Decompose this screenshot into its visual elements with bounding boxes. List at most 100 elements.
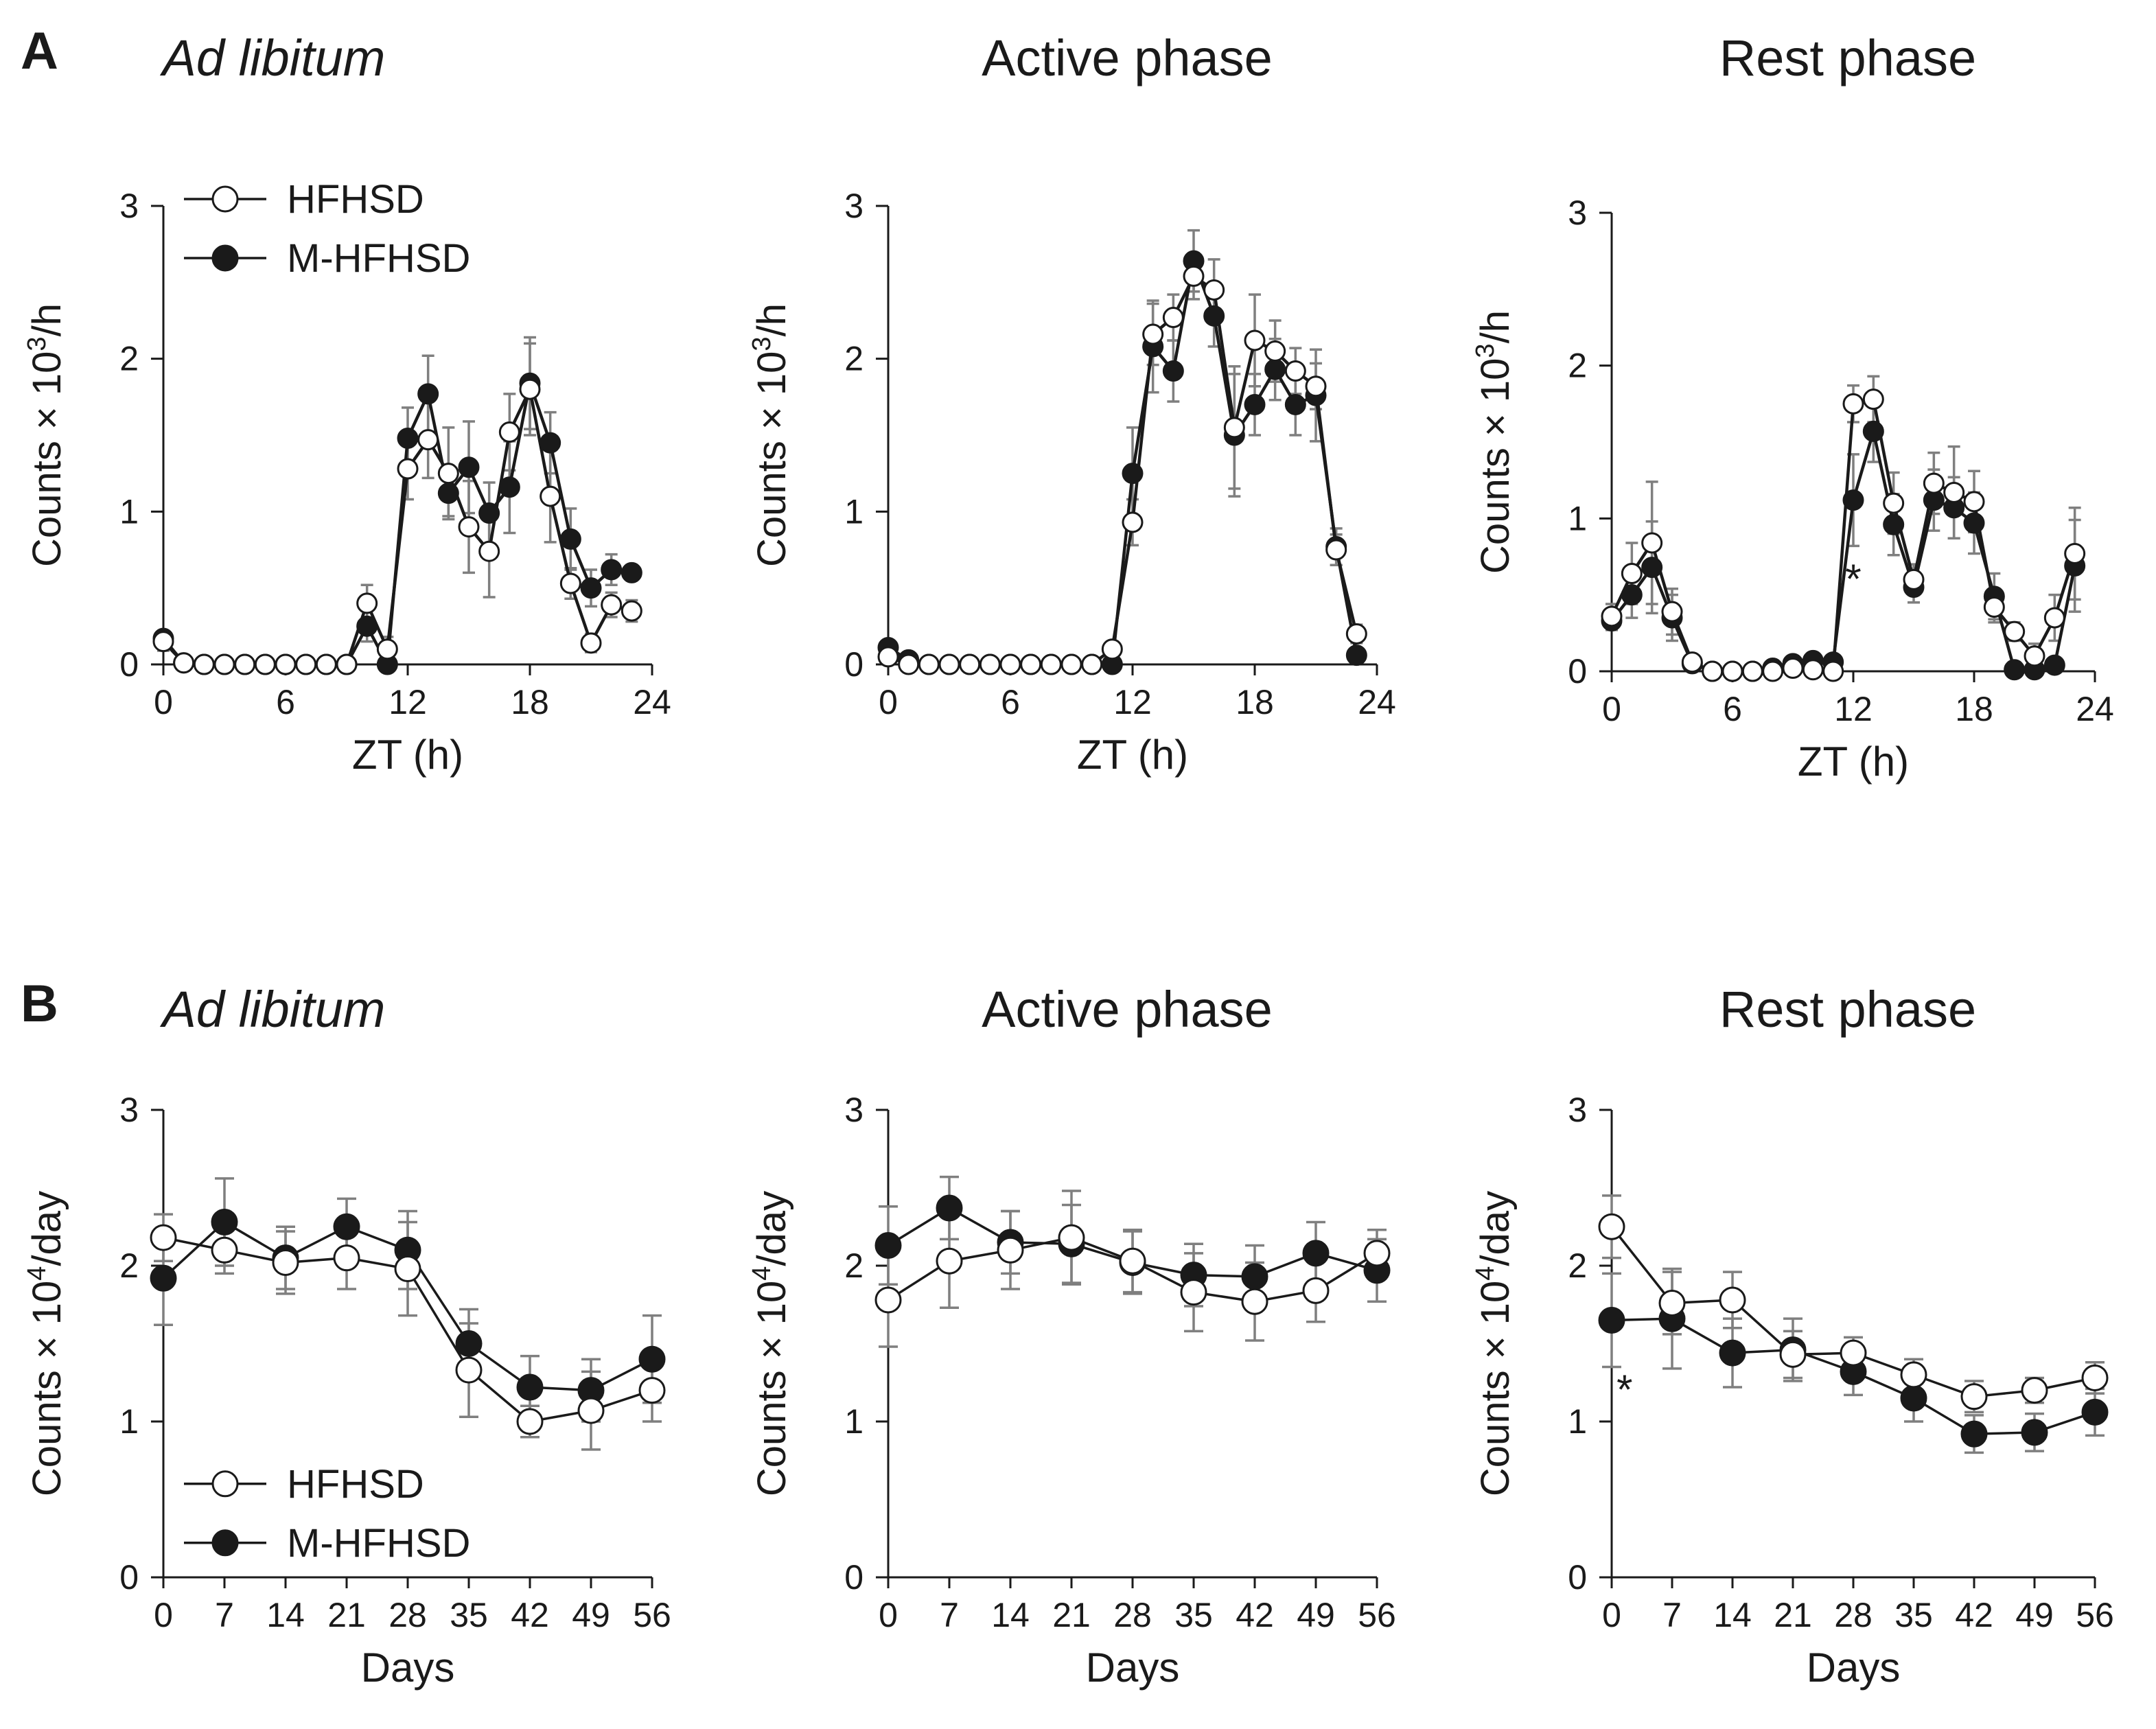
x-tick-label-b-active: 28 — [1113, 1596, 1152, 1634]
point-hfhsd-b-adlib — [150, 1224, 177, 1251]
y-tick-label-b-active: 0 — [844, 1558, 863, 1597]
point-hfhsd-b-rest — [1900, 1361, 1927, 1389]
point-hfhsd-a-adlib — [580, 632, 602, 654]
y-axis-label-b-rest: Counts × 104/day — [1471, 1191, 1518, 1496]
point-hfhsd-a-adlib — [254, 653, 276, 675]
y-tick-label-b-adlib: 1 — [119, 1402, 139, 1441]
point-hfhsd-b-rest — [1658, 1289, 1686, 1316]
point-hfhsd-a-rest — [1702, 660, 1724, 682]
point-hfhsd-a-active — [1101, 638, 1123, 660]
point-hfhsd-a-adlib — [275, 653, 297, 675]
point-hfhsd-a-adlib — [540, 485, 561, 507]
x-tick-label-b-rest: 35 — [1894, 1596, 1933, 1634]
x-tick-label-b-active: 21 — [1052, 1596, 1091, 1634]
point-hfhsd-a-active — [1244, 329, 1266, 351]
point-hfhsd-a-active — [877, 646, 899, 668]
point-m-hfhsd-a-adlib — [458, 456, 480, 478]
x-tick-label-b-rest: 56 — [2076, 1596, 2114, 1634]
x-tick-label-b-active: 0 — [879, 1596, 898, 1634]
y-tick-label-b-rest: 0 — [1568, 1558, 1587, 1597]
chart-title-b-rest: Rest phase — [1719, 981, 1976, 1038]
point-hfhsd-a-rest — [1741, 660, 1763, 682]
point-m-hfhsd-a-adlib — [356, 615, 378, 637]
x-tick-label-a-rest: 24 — [2076, 690, 2114, 728]
x-tick-label-b-active: 42 — [1236, 1596, 1274, 1634]
x-tick-label-b-rest: 7 — [1662, 1596, 1682, 1634]
point-m-hfhsd-a-rest — [1883, 513, 1905, 535]
point-m-hfhsd-a-active — [1345, 645, 1367, 666]
point-hfhsd-a-adlib — [234, 653, 256, 675]
point-m-hfhsd-a-rest — [1963, 512, 1985, 534]
point-m-hfhsd-b-rest — [2081, 1398, 2109, 1426]
point-hfhsd-a-rest — [2064, 543, 2086, 565]
x-tick-label-b-adlib: 7 — [215, 1596, 234, 1634]
y-tick-label-b-adlib: 0 — [119, 1558, 139, 1597]
x-tick-label-b-adlib: 35 — [450, 1596, 488, 1634]
point-hfhsd-a-rest — [1883, 492, 1905, 514]
point-hfhsd-b-rest — [1719, 1286, 1746, 1314]
point-m-hfhsd-a-rest — [2004, 659, 2026, 681]
x-tick-label-b-adlib: 42 — [511, 1596, 549, 1634]
legend-label-b-adlib: M-HFHSD — [287, 1521, 470, 1566]
y-tick-label-a-adlib: 1 — [119, 492, 139, 531]
point-hfhsd-a-rest — [1661, 601, 1683, 623]
point-m-hfhsd-b-active — [1302, 1240, 1330, 1267]
point-hfhsd-a-active — [1264, 340, 1286, 362]
point-hfhsd-b-adlib — [455, 1356, 483, 1384]
legend-label-b-adlib: HFHSD — [287, 1462, 424, 1507]
y-tick-label-b-active: 2 — [844, 1246, 863, 1285]
point-hfhsd-a-rest — [2043, 607, 2065, 629]
point-hfhsd-a-active — [1305, 375, 1327, 397]
series-line-hfhsd-a-adlib — [162, 387, 632, 666]
chart-title-a-active: Active phase — [982, 30, 1273, 86]
point-hfhsd-a-active — [1325, 539, 1347, 561]
point-m-hfhsd-a-rest — [2043, 654, 2065, 676]
point-hfhsd-b-adlib — [333, 1244, 360, 1272]
x-tick-label-a-rest: 0 — [1602, 690, 1621, 728]
point-hfhsd-b-active — [1241, 1288, 1268, 1315]
point-m-hfhsd-b-adlib — [455, 1330, 483, 1357]
point-m-hfhsd-a-adlib — [437, 483, 459, 504]
x-tick-label-a-active: 0 — [879, 683, 898, 721]
point-hfhsd-a-adlib — [397, 458, 419, 480]
point-hfhsd-b-rest — [1598, 1213, 1625, 1240]
legend-marker-b-adlib — [211, 1529, 239, 1557]
point-hfhsd-a-rest — [1802, 659, 1824, 681]
legend-marker-b-adlib — [211, 1470, 239, 1498]
x-tick-label-a-active: 12 — [1113, 683, 1152, 721]
x-tick-label-b-rest: 14 — [1713, 1596, 1752, 1634]
point-hfhsd-a-adlib — [173, 652, 195, 674]
series-line-m-hfhsd-a-active — [887, 259, 1358, 666]
point-m-hfhsd-b-adlib — [333, 1213, 360, 1240]
point-m-hfhsd-b-active — [874, 1231, 902, 1259]
y-tick-label-a-adlib: 0 — [119, 645, 139, 684]
point-hfhsd-a-active — [1345, 623, 1367, 645]
point-m-hfhsd-b-active — [1241, 1263, 1268, 1290]
point-hfhsd-a-active — [938, 653, 960, 675]
chart-title-a-rest: Rest phase — [1719, 30, 1976, 86]
point-hfhsd-a-adlib — [621, 600, 642, 622]
y-tick-label-b-active: 3 — [844, 1091, 863, 1129]
x-tick-label-a-adlib: 24 — [633, 683, 671, 721]
point-m-hfhsd-b-adlib — [516, 1373, 544, 1401]
point-hfhsd-a-adlib — [437, 463, 459, 485]
x-tick-label-a-rest: 12 — [1834, 690, 1873, 728]
panel-label-b: B — [21, 975, 58, 1033]
point-m-hfhsd-b-rest — [1960, 1420, 1988, 1448]
point-m-hfhsd-a-adlib — [498, 476, 520, 498]
point-m-hfhsd-a-adlib — [397, 427, 419, 449]
x-tick-label-a-adlib: 6 — [276, 683, 295, 721]
point-m-hfhsd-a-adlib — [478, 502, 500, 524]
y-tick-label-a-rest: 3 — [1568, 194, 1587, 232]
point-hfhsd-a-active — [1162, 307, 1184, 329]
point-hfhsd-a-adlib — [559, 572, 581, 594]
point-hfhsd-a-adlib — [193, 653, 215, 675]
x-axis-label-b-adlib: Days — [361, 1645, 455, 1691]
point-hfhsd-a-active — [898, 653, 920, 675]
point-hfhsd-a-active — [959, 653, 981, 675]
point-hfhsd-b-adlib — [638, 1377, 666, 1404]
x-axis-label-a-active: ZT (h) — [1077, 732, 1188, 778]
x-tick-label-a-adlib: 12 — [389, 683, 427, 721]
point-hfhsd-a-active — [1284, 360, 1306, 382]
chart-title-b-active: Active phase — [982, 981, 1273, 1038]
